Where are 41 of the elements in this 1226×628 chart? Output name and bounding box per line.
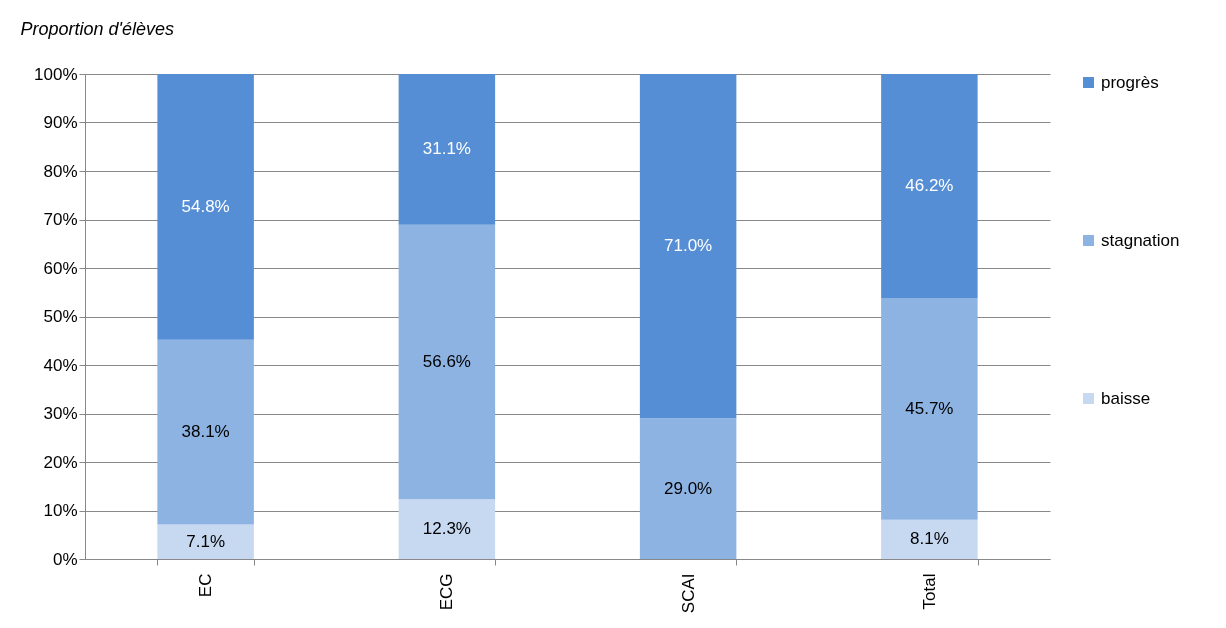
y-tick-label: 10% (43, 501, 78, 520)
x-tick-label: SCAI (678, 573, 698, 614)
data-label: 56.6% (422, 352, 471, 372)
legend-label: baisse (1101, 388, 1151, 408)
bar (157, 524, 254, 559)
legend-label: stagnation (1101, 230, 1180, 250)
data-label: 38.1% (181, 422, 230, 442)
legend-label: progrès (1101, 72, 1159, 92)
y-tick-label: 100% (34, 64, 78, 84)
bar (881, 519, 978, 559)
bar (881, 298, 978, 520)
bar (639, 418, 737, 559)
bar (157, 74, 254, 340)
bar (398, 224, 496, 500)
x-tick-label: Total (919, 573, 939, 610)
y-axis-title: Proportion d'élèves (20, 18, 175, 39)
data-label: 31.1% (422, 139, 471, 159)
y-tick-label: 90% (43, 113, 78, 132)
data-label: 7.1% (186, 531, 225, 551)
data-label: 8.1% (910, 529, 949, 549)
data-label: 71.0% (664, 236, 713, 256)
x-tick-label: ECG (437, 573, 457, 611)
bar (881, 74, 978, 299)
bar (157, 339, 254, 525)
y-tick-label: 0% (52, 549, 78, 569)
bar (398, 74, 496, 225)
y-tick-label: 40% (43, 355, 78, 375)
bar (639, 74, 737, 419)
data-label: 54.8% (181, 196, 230, 216)
data-label: 29.0% (664, 478, 713, 498)
y-tick-label: 80% (43, 161, 78, 181)
y-tick-label: 30% (43, 404, 78, 423)
y-tick-label: 70% (43, 210, 78, 229)
y-tick-label: 20% (43, 452, 78, 472)
data-label: 45.7% (905, 398, 954, 418)
data-label: 46.2% (905, 176, 954, 196)
x-tick-label: EC (196, 573, 216, 598)
data-label: 12.3% (422, 519, 471, 539)
y-tick-label: 60% (43, 258, 78, 278)
y-tick-label: 50% (43, 307, 78, 326)
bar (398, 499, 496, 559)
